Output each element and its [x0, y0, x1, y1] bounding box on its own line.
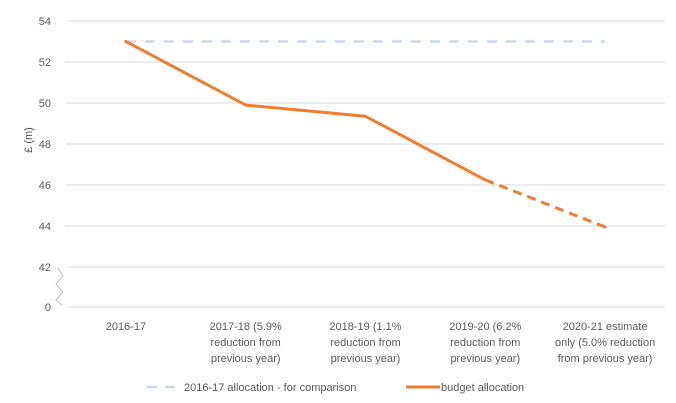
budget-point [483, 178, 487, 182]
budget-estimate-segment [484, 178, 606, 229]
y-tick-label: 50 [39, 98, 51, 110]
x-tick-label: previous year) [211, 353, 281, 365]
y-tick-label: 52 [39, 57, 51, 69]
x-tick-label: reduction from [450, 337, 520, 349]
x-tick-label: from previous year) [558, 353, 653, 365]
x-tick-label: 2016-17 [106, 321, 146, 333]
y-tick-label: 54 [39, 16, 51, 28]
x-tick-label: reduction from [211, 337, 281, 349]
x-tick-label: 2020-21 estimate [563, 321, 648, 333]
legend-label-comparison: 2016-17 allocation - for comparison [184, 382, 356, 394]
x-tick-label: reduction from [330, 337, 400, 349]
labels: 0 42 44 46 48 50 52 54 £ (m) 2016-17 2017-18 (5.9%… [23, 16, 655, 365]
y-tick-label: 44 [39, 221, 51, 233]
x-tick-label: previous year) [450, 353, 520, 365]
budget-point [364, 114, 367, 118]
x-tick-label: 2018-19 (1.1% [329, 321, 401, 333]
y-tick-label: 0 [45, 302, 51, 314]
axis-break-mark [55, 267, 64, 306]
legend-label-budget: budget allocation [441, 382, 524, 394]
x-tick-label: 2019-20 (6.2% [449, 321, 521, 333]
budget-point [603, 225, 607, 229]
budget-line [124, 40, 487, 182]
budget-point [244, 103, 248, 107]
y-axis-title: £ (m) [23, 127, 35, 153]
y-tick-label: 46 [39, 180, 51, 192]
x-tick-label: 2017-18 (5.9% [210, 321, 282, 333]
budget-point [124, 40, 128, 43]
y-tick-label: 42 [39, 262, 51, 274]
gridlines [66, 20, 665, 308]
axes [55, 267, 64, 306]
y-tick-label: 48 [39, 139, 51, 151]
x-tick-label: previous year) [331, 353, 401, 365]
x-tick-label: only (5.0% reduction [555, 337, 655, 349]
series [124, 40, 607, 229]
legend: 2016-17 allocation - for comparison budge… [147, 382, 524, 394]
